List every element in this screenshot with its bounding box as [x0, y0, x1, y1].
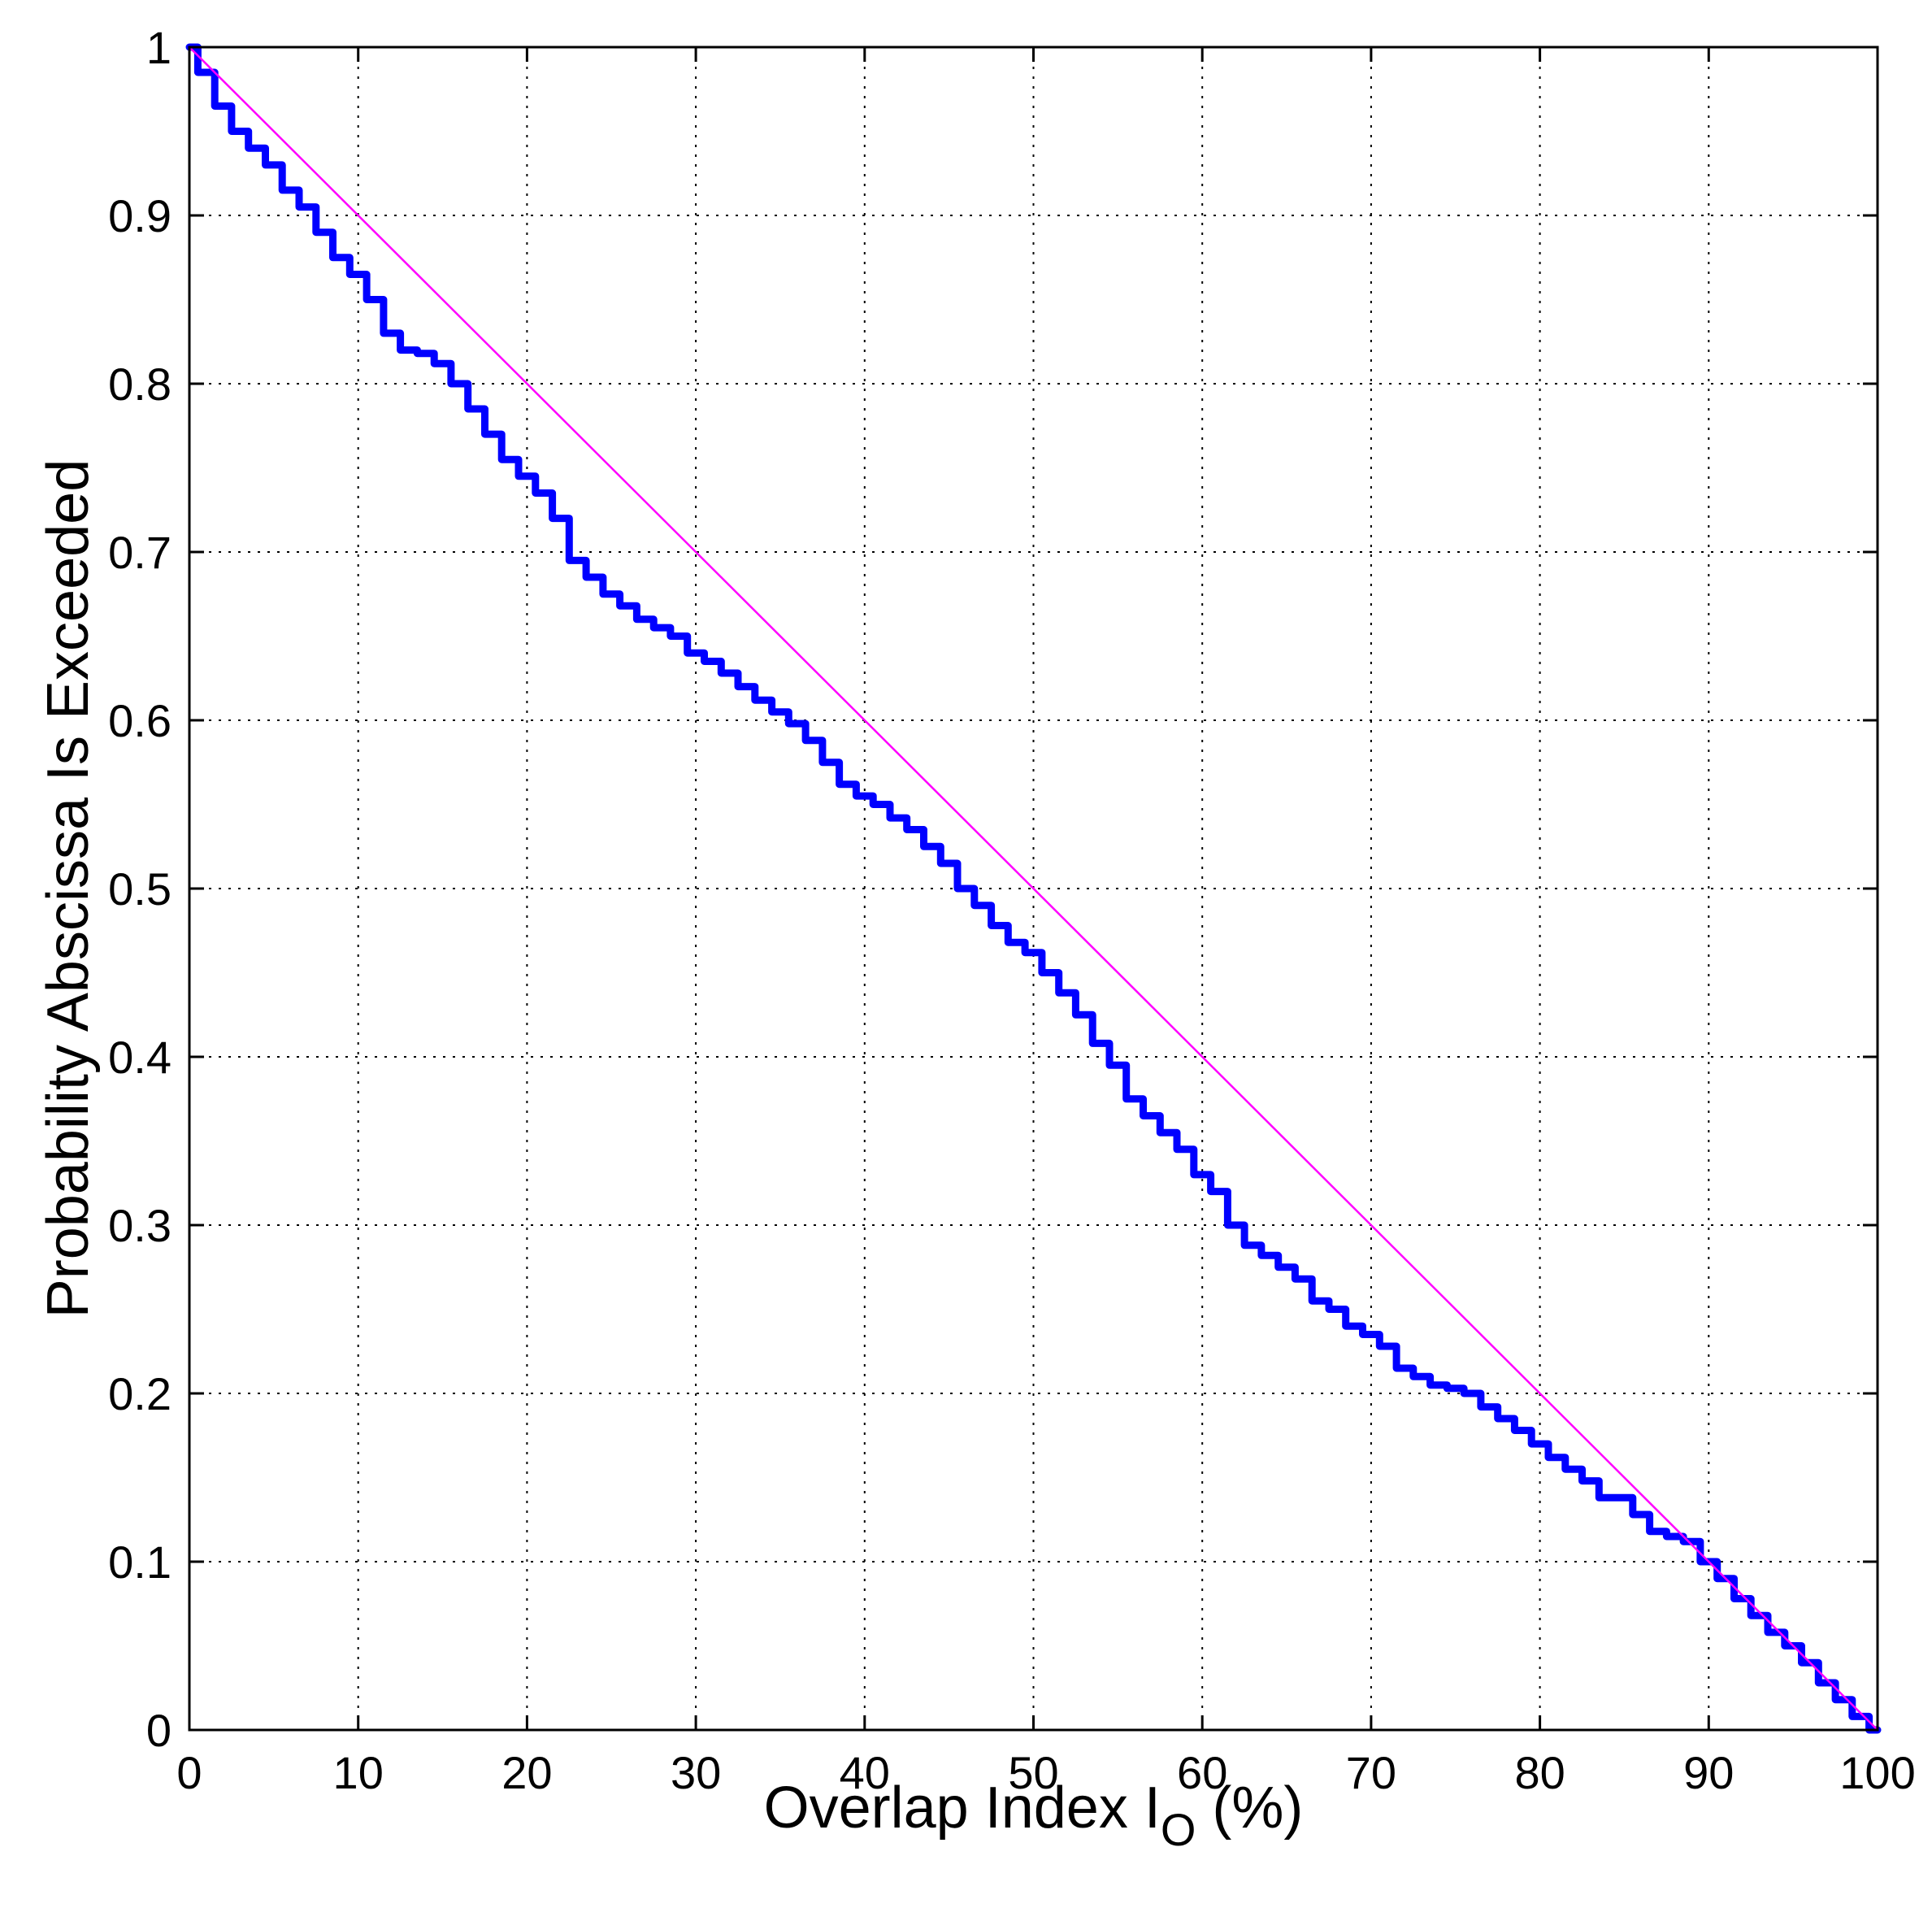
y-tick-label: 0.5 — [108, 863, 171, 915]
y-axis-label: Probability Abscissa Is Exceeded — [36, 459, 101, 1319]
y-tick-labels: 0 0.1 0.2 0.3 0.4 0.5 0.6 0.7 0.8 0.9 1 — [108, 22, 171, 1756]
x-axis-label-suffix: (%) — [1196, 1775, 1303, 1841]
x-tick-label: 80 — [1514, 1747, 1565, 1798]
y-tick-label: 0.2 — [108, 1368, 171, 1419]
y-tick-label: 1 — [146, 22, 171, 73]
x-axis-label: Overlap Index IO (%) — [764, 1775, 1304, 1855]
y-tick-label: 0.7 — [108, 527, 171, 578]
y-tick-label: 0.3 — [108, 1200, 171, 1251]
x-tick-label: 50 — [1008, 1747, 1058, 1798]
x-tick-labels: 0 10 20 30 40 50 60 70 80 90 100 — [176, 1747, 1915, 1798]
series-line-empirical — [185, 43, 1882, 1734]
x-tick-label: 100 — [1839, 1747, 1915, 1798]
y-tick-label: 0.4 — [108, 1032, 171, 1083]
y-tick-label: 0.1 — [108, 1536, 171, 1588]
y-tick-label: 0.6 — [108, 695, 171, 746]
x-axis-label-subscript: O — [1161, 1804, 1196, 1855]
series-line-reference — [189, 46, 1878, 1731]
x-tick-label: 90 — [1683, 1747, 1734, 1798]
x-tick-label: 70 — [1346, 1747, 1396, 1798]
x-tick-label: 0 — [176, 1747, 202, 1798]
x-tick-label: 60 — [1177, 1747, 1227, 1798]
y-tick-label: 0 — [146, 1705, 171, 1756]
grid — [189, 47, 1878, 1730]
series-group — [185, 43, 1882, 1734]
x-tick-label: 40 — [840, 1747, 890, 1798]
ticks — [188, 46, 1879, 1732]
y-tick-label: 0.9 — [108, 190, 171, 241]
x-tick-label: 30 — [671, 1747, 721, 1798]
x-tick-label: 20 — [501, 1747, 552, 1798]
x-tick-label: 10 — [333, 1747, 384, 1798]
y-tick-label: 0.8 — [108, 359, 171, 410]
x-axis-label-main: Overlap Index I — [764, 1775, 1161, 1841]
